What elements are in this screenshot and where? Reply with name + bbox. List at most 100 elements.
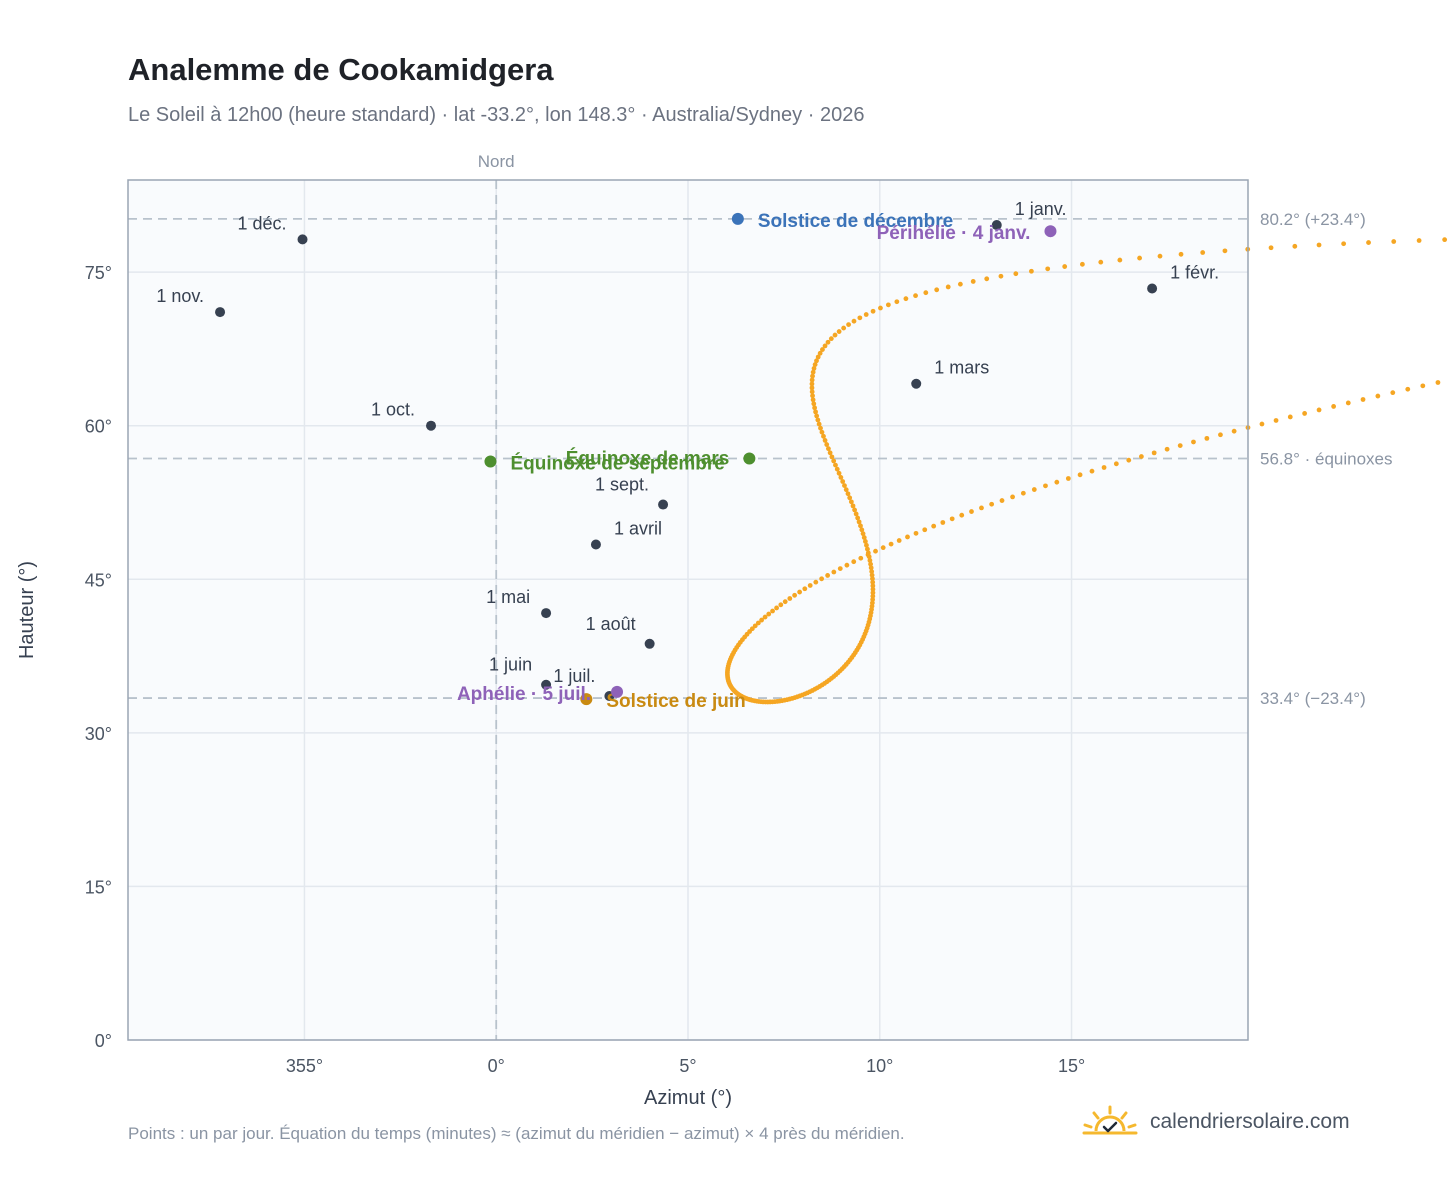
daily-point xyxy=(1416,238,1422,243)
daily-point xyxy=(810,393,815,399)
daily-point xyxy=(824,442,830,447)
daily-point xyxy=(807,583,813,588)
daily-point xyxy=(810,397,816,403)
daily-point xyxy=(1137,255,1142,261)
x-tick-label: 0° xyxy=(488,1056,505,1076)
daily-point xyxy=(1375,393,1381,399)
daily-point xyxy=(865,552,871,558)
daily-point xyxy=(762,614,768,620)
daily-point xyxy=(913,293,918,299)
brand[interactable]: calendriersolaire.com xyxy=(1082,1102,1350,1142)
daily-point xyxy=(1043,483,1048,489)
daily-point xyxy=(797,589,803,595)
daily-point xyxy=(841,325,847,331)
daily-point xyxy=(810,373,815,379)
daily-point xyxy=(867,558,873,563)
daily-point xyxy=(828,336,834,342)
daily-point xyxy=(817,350,823,356)
daily-point xyxy=(810,369,816,375)
daily-point xyxy=(811,401,817,407)
chart-subtitle: Le Soleil à 12h00 (heure standard) · lat… xyxy=(128,104,865,126)
daily-point xyxy=(812,362,818,367)
daily-point xyxy=(825,339,831,345)
event-label: Équinoxe de septembre xyxy=(510,453,724,475)
daily-point xyxy=(860,531,866,537)
daily-point xyxy=(852,507,858,513)
daily-point xyxy=(826,446,831,452)
daily-point xyxy=(829,454,835,460)
reference-lines: Nord 80.2° (+23.4°) 56.8° · équinoxes 33.4°… xyxy=(128,152,1393,1040)
daily-point xyxy=(1079,261,1085,267)
daily-point xyxy=(822,343,828,349)
event-marker xyxy=(1044,225,1057,238)
reference-line-label: 80.2° (+23.4°) xyxy=(1260,210,1366,229)
y-tick-label: 15° xyxy=(85,877,112,897)
daily-point xyxy=(809,381,815,387)
month-label: 1 déc. xyxy=(237,213,286,233)
daily-point xyxy=(814,413,820,419)
daily-point xyxy=(755,620,761,626)
daily-point xyxy=(862,539,868,544)
daily-point xyxy=(834,466,840,472)
event-marker xyxy=(743,452,756,465)
daily-point xyxy=(778,602,784,608)
daily-point xyxy=(853,511,859,517)
daily-point xyxy=(870,586,876,592)
month-label: 1 nov. xyxy=(156,286,204,306)
daily-point xyxy=(766,611,772,617)
daily-point xyxy=(851,559,857,565)
daily-point xyxy=(1345,400,1351,406)
daily-point xyxy=(811,365,817,371)
y-tick-label: 75° xyxy=(85,263,112,283)
daily-point xyxy=(1138,454,1144,459)
daily-point xyxy=(838,475,844,480)
daily-point xyxy=(812,405,818,411)
y-axis-label: Hauteur (°) xyxy=(16,561,38,659)
month-label: 1 avril xyxy=(614,518,662,538)
month-label: 1 févr. xyxy=(1170,263,1219,283)
daily-point xyxy=(1268,245,1274,251)
daily-point xyxy=(1013,271,1019,277)
daily-point xyxy=(858,523,863,529)
daily-point xyxy=(923,290,929,296)
axis-ticks: 355° 0° 5° 10° 15° 0° 15° 30° 45° 60° 75° xyxy=(85,263,1085,1076)
y-tick-label: 60° xyxy=(85,417,112,437)
daily-point xyxy=(903,296,909,302)
y-tick-label: 30° xyxy=(85,724,112,744)
daily-point xyxy=(1259,421,1265,427)
daily-point xyxy=(870,579,876,585)
brand-name[interactable]: calendriersolaire.com xyxy=(1150,1110,1350,1133)
daily-point xyxy=(1273,418,1279,423)
daily-point xyxy=(1341,241,1347,247)
month-marker xyxy=(297,234,308,245)
daily-point xyxy=(858,555,864,561)
event-label: Équinoxe de mars xyxy=(566,447,730,469)
daily-point xyxy=(1302,411,1308,416)
daily-point xyxy=(880,545,886,551)
daily-point xyxy=(999,498,1005,503)
daily-point xyxy=(836,470,842,476)
daily-point xyxy=(813,579,819,585)
daily-point xyxy=(869,572,875,578)
daily-point xyxy=(868,561,873,567)
daily-point xyxy=(1222,248,1228,254)
daily-point xyxy=(989,501,995,507)
daily-point xyxy=(1231,428,1237,434)
daily-point xyxy=(868,565,874,571)
daily-point xyxy=(1200,250,1206,255)
daily-point xyxy=(833,462,838,468)
month-label: 1 sept. xyxy=(595,475,649,495)
month-markers: 1 janv. 1 févr. 1 mars 1 avril 1 mai 1 juin 1 … xyxy=(156,199,1219,701)
daily-point xyxy=(859,527,865,533)
daily-point xyxy=(931,523,937,529)
daily-point xyxy=(845,491,851,497)
daily-point xyxy=(870,590,876,596)
reference-line-label: 33.4° (−23.4°) xyxy=(1260,689,1366,708)
daily-point xyxy=(1065,476,1071,481)
daily-point xyxy=(822,438,828,443)
daily-point xyxy=(1029,268,1034,274)
x-tick-label: 15° xyxy=(1058,1056,1085,1076)
month-marker xyxy=(590,539,601,550)
month-marker xyxy=(426,420,437,431)
